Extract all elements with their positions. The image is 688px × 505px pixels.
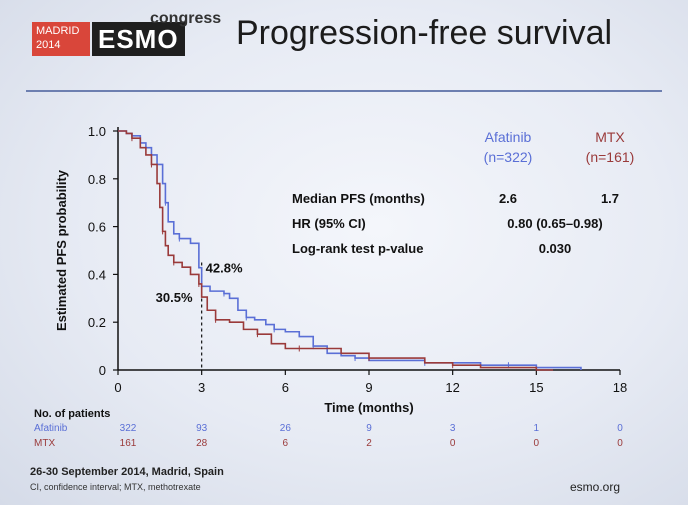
x-tick-label: 12 xyxy=(445,380,459,395)
at-risk-value: 161 xyxy=(120,438,137,449)
logo-year: 2014 xyxy=(36,39,61,51)
annotation-mtx-3mo: 30.5% xyxy=(156,290,193,305)
footer-note: CI, confidence interval; MTX, methotrexa… xyxy=(30,482,201,492)
stats-row-label: HR (95% CI) xyxy=(292,216,366,231)
x-tick-label: 0 xyxy=(114,380,121,395)
at-risk-value: 322 xyxy=(120,423,137,434)
x-tick-label: 9 xyxy=(365,380,372,395)
at-risk-value: 0 xyxy=(617,423,623,434)
footer-url: esmo.org xyxy=(570,480,621,494)
series-line-afatinib xyxy=(118,130,582,370)
stats-row-value: 0.80 (0.65–0.98) xyxy=(507,216,602,231)
stats-row-value-afatinib: 2.6 xyxy=(499,191,517,206)
at-risk-value: 0 xyxy=(617,438,623,449)
at-risk-value: 6 xyxy=(283,438,289,449)
at-risk-value: 28 xyxy=(196,438,208,449)
series-line-mtx xyxy=(118,130,554,371)
at-risk-value: 26 xyxy=(280,423,292,434)
x-tick-label: 15 xyxy=(529,380,543,395)
stats-row-value-mtx: 1.7 xyxy=(601,191,619,206)
at-risk-label-afatinib: Afatinib xyxy=(34,423,68,434)
logo-city: MADRID xyxy=(36,25,80,37)
stats-row-label: Median PFS (months) xyxy=(292,191,425,206)
y-tick-label: 0.2 xyxy=(88,315,106,330)
x-tick-label: 6 xyxy=(282,380,289,395)
y-axis-label: Estimated PFS probability xyxy=(54,169,69,331)
stats-subheader-afatinib: (n=322) xyxy=(484,149,533,165)
at-risk-value: 93 xyxy=(196,423,208,434)
stats-row-value: 0.030 xyxy=(539,241,572,256)
at-risk-label-mtx: MTX xyxy=(34,438,55,449)
at-risk-value: 0 xyxy=(534,438,540,449)
slide-title: Progression-free survival xyxy=(236,14,613,52)
stats-row-label: Log-rank test p-value xyxy=(292,241,423,256)
x-tick-label: 18 xyxy=(613,380,627,395)
x-tick-label: 3 xyxy=(198,380,205,395)
at-risk-value: 3 xyxy=(450,423,456,434)
at-risk-value: 9 xyxy=(366,423,372,434)
stats-header-mtx: MTX xyxy=(595,129,625,145)
x-axis-label: Time (months) xyxy=(324,400,413,415)
y-tick-label: 0.4 xyxy=(88,267,106,282)
at-risk-value: 0 xyxy=(450,438,456,449)
stats-subheader-mtx: (n=161) xyxy=(586,149,635,165)
annotation-afatinib-3mo: 42.8% xyxy=(206,261,243,276)
y-tick-label: 1.0 xyxy=(88,124,106,139)
stats-header-afatinib: Afatinib xyxy=(485,129,532,145)
title-divider xyxy=(26,90,662,92)
y-tick-label: 0 xyxy=(99,363,106,378)
logo-city-badge: MADRID 2014 xyxy=(32,22,90,56)
y-tick-label: 0.6 xyxy=(88,220,106,235)
at-risk-value: 2 xyxy=(366,438,372,449)
footer-date: 26-30 September 2014, Madrid, Spain xyxy=(30,466,224,478)
logo-congress: congress xyxy=(150,10,222,27)
y-tick-label: 0.8 xyxy=(88,172,106,187)
logo-esmo: ESMO xyxy=(92,22,185,56)
at-risk-title: No. of patients xyxy=(34,408,110,420)
at-risk-value: 1 xyxy=(534,423,540,434)
